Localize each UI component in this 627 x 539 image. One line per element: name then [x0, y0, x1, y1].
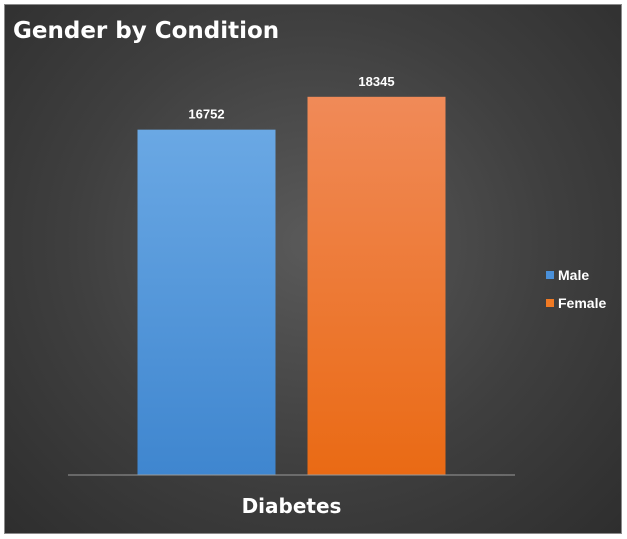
legend-swatch-male	[546, 271, 554, 279]
data-label-male: 16752	[188, 107, 224, 122]
legend-label-female: Female	[558, 295, 606, 311]
data-label-female: 18345	[358, 74, 394, 89]
category-labels: Diabetes	[242, 494, 342, 518]
legend-swatch-female	[546, 299, 554, 307]
bar-female-diabetes	[307, 96, 446, 476]
category-label: Diabetes	[242, 494, 342, 518]
chart-frame: Gender by Condition 16752 18345 Diabetes …	[4, 4, 622, 534]
chart-title: Gender by Condition	[13, 18, 279, 44]
plot-area: 16752 18345	[137, 74, 446, 476]
legend-label-male: Male	[558, 267, 589, 283]
legend: Male Female	[546, 267, 606, 311]
bar-male-diabetes	[137, 129, 276, 476]
